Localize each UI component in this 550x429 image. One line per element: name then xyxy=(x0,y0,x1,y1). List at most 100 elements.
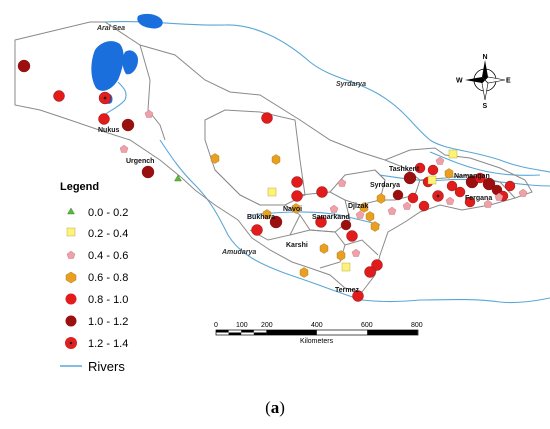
station-marker xyxy=(144,109,154,118)
boundaries xyxy=(14,21,533,293)
station-marker xyxy=(402,201,412,210)
station-marker xyxy=(316,186,328,198)
legend-label-class-6: 1.0 - 1.2 xyxy=(88,316,128,328)
legend-label-class-1: 0.0 - 0.2 xyxy=(88,207,128,219)
station-marker xyxy=(98,113,110,125)
station-marker xyxy=(141,165,155,179)
scale-unit-label: Kilometers xyxy=(300,338,334,345)
station-marker xyxy=(121,118,135,132)
scale-tick-400: 400 xyxy=(311,322,323,329)
station-marker xyxy=(17,59,31,73)
legend-symbol-circle-red xyxy=(65,293,77,305)
river-syrdarya-north xyxy=(104,21,550,173)
legend-symbol-circle-darkred xyxy=(65,315,77,327)
compass-east-label: E xyxy=(506,78,511,85)
legend-label-class-7: 1.2 - 1.4 xyxy=(88,338,128,350)
stations-class-0-0-0-2 xyxy=(174,174,182,182)
legend-symbol-triangle xyxy=(67,207,75,215)
station-marker xyxy=(392,189,404,201)
stations-class-0-2-0-4 xyxy=(267,149,458,272)
station-marker xyxy=(376,193,386,204)
stations-class-0-6-0-8 xyxy=(210,153,454,278)
station-marker xyxy=(418,200,430,212)
legend-symbol-pentagon xyxy=(66,250,76,259)
station-marker xyxy=(355,210,365,219)
station-marker xyxy=(299,267,309,278)
scale-tick-0: 0 xyxy=(214,322,218,329)
station-marker xyxy=(446,180,458,192)
station-marker xyxy=(370,221,380,232)
station-marker xyxy=(351,248,361,257)
city-labels: Nukus Urgench Navoi Bukhara Samarkand Dj… xyxy=(98,127,492,294)
station-marker xyxy=(444,168,454,179)
province-surkhandarya xyxy=(344,239,379,256)
caption-close-paren: ) xyxy=(279,398,285,417)
station-marker xyxy=(474,172,486,184)
province-sirdarya xyxy=(374,169,386,181)
province-kashkadarya xyxy=(289,229,346,269)
legend-label-class-5: 0.8 - 1.0 xyxy=(88,294,128,306)
station-marker xyxy=(352,290,364,302)
scale-bar: 0 100 200 400 600 800 Kilometers xyxy=(214,322,423,345)
station-marker xyxy=(445,196,455,205)
legend-label-class-2: 0.2 - 0.4 xyxy=(88,228,128,240)
station-markers xyxy=(17,59,528,302)
city-label-bukhara: Bukhara xyxy=(247,214,275,221)
station-marker xyxy=(291,176,303,188)
station-marker xyxy=(482,177,496,191)
city-label-navoi: Navoi xyxy=(283,206,302,213)
station-marker xyxy=(371,259,383,271)
station-marker xyxy=(53,90,65,102)
caption-open-paren: ( xyxy=(265,398,271,417)
station-marker xyxy=(518,188,528,197)
station-marker xyxy=(329,204,339,213)
city-label-urgench: Urgench xyxy=(126,158,154,165)
station-marker xyxy=(267,187,277,197)
station-marker xyxy=(407,192,419,204)
stations-class-0-8-1-0 xyxy=(53,90,516,302)
scale-tick-200: 200 xyxy=(261,322,273,329)
country-border xyxy=(14,21,533,293)
city-label-tashkent: Tashkent xyxy=(389,166,420,173)
legend-symbol-dot xyxy=(69,341,73,345)
station-marker xyxy=(262,209,272,220)
station-marker xyxy=(448,149,458,159)
station-marker xyxy=(494,192,504,201)
legend: Legend 0.0 - 0.2 0.2 - 0.4 0.4 - 0.6 0.6… xyxy=(60,181,128,374)
river-zeravshan xyxy=(249,211,381,226)
city-label-karshi: Karshi xyxy=(286,242,308,249)
river-delta xyxy=(99,81,127,119)
stations-class-1-0-1-2 xyxy=(17,59,503,231)
station-marker xyxy=(336,250,346,261)
station-marker xyxy=(337,178,347,187)
aral-sea-label: Aral Sea xyxy=(96,25,125,32)
station-marker xyxy=(346,230,358,242)
syrdarya-river-label: Syrdarya xyxy=(336,81,366,88)
station-marker xyxy=(261,112,273,124)
compass-west-label: W xyxy=(456,78,463,85)
station-marker xyxy=(315,216,327,228)
scale-tick-600: 600 xyxy=(361,322,373,329)
compass-north-label: N xyxy=(483,54,488,61)
station-marker xyxy=(504,180,516,192)
station-marker xyxy=(427,175,437,185)
station-marker xyxy=(319,243,329,254)
station-marker xyxy=(210,153,220,164)
station-marker xyxy=(483,199,493,208)
station-marker xyxy=(174,174,182,182)
station-marker xyxy=(271,154,281,165)
legend-label-rivers: Rivers xyxy=(88,359,125,374)
compass-rose: N S E W xyxy=(456,54,511,110)
station-marker xyxy=(119,144,129,153)
legend-title: Legend xyxy=(60,181,99,193)
station-marker xyxy=(414,162,426,174)
scale-tick-100: 100 xyxy=(236,322,248,329)
station-marker xyxy=(454,186,466,198)
compass-south-label: S xyxy=(483,103,488,110)
amudarya-river-label: Amudarya xyxy=(221,249,256,256)
station-marker xyxy=(365,211,375,222)
city-label-nukus: Nukus xyxy=(98,127,120,134)
river-amudarya xyxy=(159,139,550,304)
station-marker xyxy=(464,196,476,208)
